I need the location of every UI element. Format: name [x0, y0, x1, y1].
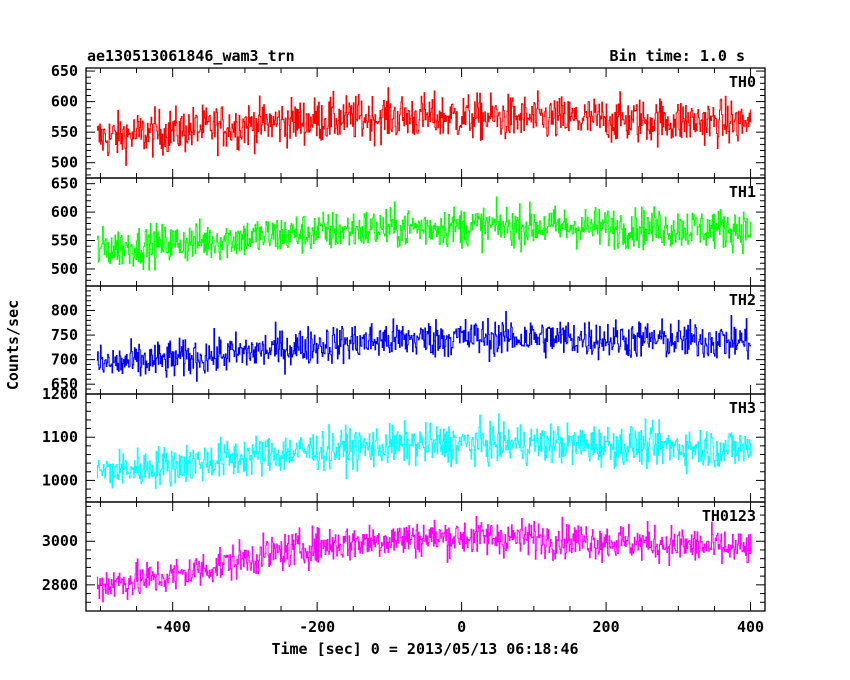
panel-frame — [85, 501, 766, 612]
x-tick-label: -400 — [155, 618, 191, 636]
bin-time-label: Bin time: 1.0 s — [610, 47, 745, 65]
y-tick-label: 650 — [51, 175, 78, 193]
panel-label-th1: TH1 — [729, 183, 756, 201]
y-tick-label: 650 — [51, 62, 78, 80]
panel-label-th0123: TH0123 — [702, 507, 756, 525]
y-tick-label: 600 — [51, 203, 78, 221]
y-axis-label: Counts/sec — [4, 300, 22, 390]
panel-th0: 500 550 600 650 TH0 — [51, 62, 766, 179]
series-line-th1 — [96, 196, 752, 271]
y-tick-label: 3000 — [42, 532, 78, 550]
chart-title: ae130513061846_wam3_trn — [87, 47, 295, 65]
y-tick-label: 550 — [51, 232, 78, 250]
y-tick-label: 800 — [51, 302, 78, 320]
series-line-th0123 — [96, 516, 752, 603]
x-tick-label: 400 — [737, 618, 764, 636]
y-tick-label: 500 — [51, 154, 78, 172]
y-tick-label: 1100 — [42, 428, 78, 446]
y-tick-label: 600 — [51, 93, 78, 111]
y-tick-label: 750 — [51, 326, 78, 344]
panels-group: 500 550 600 650 TH0 500 550 600 650 TH1 650 700 750 8… — [42, 62, 766, 612]
panel-th3: 1000 1100 1200 TH3 — [42, 385, 766, 503]
y-tick-label: 700 — [51, 351, 78, 369]
y-tick-label: 650 — [51, 375, 78, 393]
y-tick-label: 1000 — [42, 471, 78, 489]
series-line-th2 — [96, 311, 752, 382]
y-tick-label: 550 — [51, 123, 78, 141]
y-tick-label: 1200 — [42, 385, 78, 403]
y-tick-label: 500 — [51, 260, 78, 278]
x-tick-label: 200 — [593, 618, 620, 636]
panel-label-th0: TH0 — [729, 73, 756, 91]
panel-th1: 500 550 600 650 TH1 — [51, 175, 766, 287]
x-tick-label: -200 — [299, 618, 335, 636]
panel-label-th2: TH2 — [729, 291, 756, 309]
x-axis-label: Time [sec] 0 = 2013/05/13 06:18:46 — [271, 640, 578, 658]
series-line-th0 — [96, 87, 752, 166]
x-tick-labels: -400 -200 0 200 400 — [155, 618, 764, 636]
panel-th0123: 2800 3000 TH0123 — [42, 501, 766, 612]
panel-th2: 650 700 750 800 TH2 — [51, 285, 766, 395]
x-tick-label: 0 — [457, 618, 466, 636]
y-tick-label: 2800 — [42, 576, 78, 594]
panel-label-th3: TH3 — [729, 399, 756, 417]
series-line-th3 — [96, 413, 752, 490]
